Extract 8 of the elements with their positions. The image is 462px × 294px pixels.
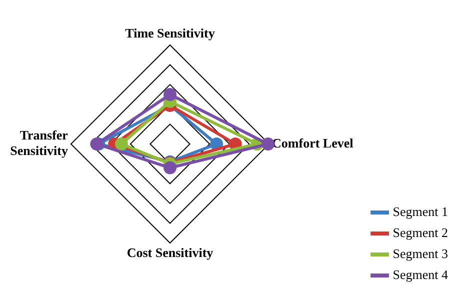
legend-label: Segment 1 [392,204,448,219]
legend-label: Segment 2 [392,224,448,240]
spoke-label: Cost Sensitivity [126,245,214,260]
legend-label: Segment 3 [392,246,448,261]
spoke-label: Time Sensitivity [125,26,216,41]
spoke-label: Comfort Level [272,135,354,150]
legend-label: Segment 4 [392,266,448,282]
spoke-label: Transfer Sensitivity [10,128,68,158]
